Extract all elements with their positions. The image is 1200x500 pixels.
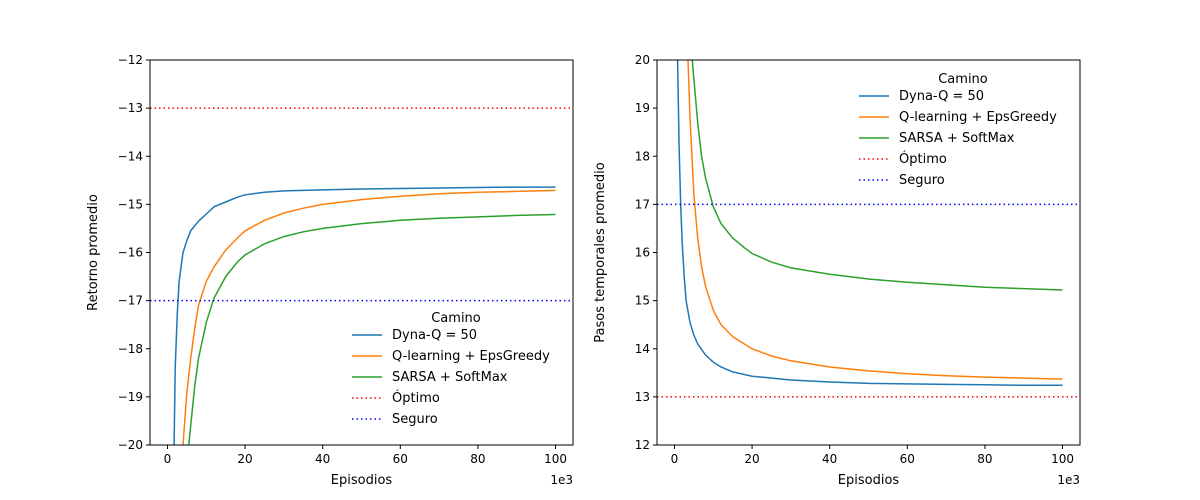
legend-label-seguro: Seguro (392, 412, 438, 427)
x-tick-label: 20 (744, 452, 759, 466)
x-tick-label: 40 (822, 452, 837, 466)
x-tick-label: 0 (164, 452, 172, 466)
y-axis-label: Retorno promedio (86, 194, 101, 311)
x-tick-label: 80 (977, 452, 992, 466)
y-axis-label: Pasos temporales promedio (593, 162, 608, 342)
chart-pasos-temporales: 0 20 40 60 80 100 12 13 14 15 16 17 18 19 20 Episodio… (593, 53, 1081, 488)
series-line-sarsa-softmax (188, 213, 556, 445)
y-tick-label: 17 (635, 197, 650, 211)
y-tick-label: −16 (118, 246, 143, 260)
x-axis-ticks: 0 20 40 60 80 100 (164, 445, 567, 466)
y-tick-label: −17 (118, 294, 143, 308)
legend-label-sarsa-softmax: SARSA + SoftMax (392, 370, 508, 385)
x-tick-label: 60 (900, 452, 915, 466)
y-tick-label: 20 (635, 53, 650, 67)
x-tick-label: 60 (393, 452, 408, 466)
y-axis-ticks: −20 −19 −18 −17 −16 −15 −14 −13 −12 (118, 53, 150, 452)
x-tick-label: 20 (237, 452, 252, 466)
y-tick-label: −14 (118, 149, 143, 163)
legend-label-sarsa-softmax: SARSA + SoftMax (899, 131, 1015, 146)
x-tick-label: 100 (1051, 452, 1074, 466)
x-tick-label: 100 (544, 452, 567, 466)
y-tick-label: 12 (635, 438, 650, 452)
x-tick-label: 80 (470, 452, 485, 466)
series-line-dyna-q-50 (173, 186, 556, 445)
x-axis-ticks: 0 20 40 60 80 100 (671, 445, 1074, 466)
legend-title: Camino (431, 311, 481, 326)
y-tick-label: −13 (118, 101, 143, 115)
legend-label-optimo: Óptimo (899, 151, 947, 167)
series-line-dyna-q-50 (676, 60, 1063, 387)
y-tick-label: −20 (118, 438, 143, 452)
legend-label-dyna-q-50: Dyna-Q = 50 (899, 89, 984, 104)
legend: Camino Dyna-Q = 50 Q-learning + EpsGreedy… (859, 72, 1057, 188)
x-axis-label: Episodios (331, 473, 393, 488)
y-tick-label: 13 (635, 390, 650, 404)
y-axis-ticks: 12 13 14 15 16 17 18 19 20 (635, 53, 657, 452)
plot-area (150, 107, 573, 445)
y-tick-label: 16 (635, 246, 650, 260)
x-tick-label: 0 (671, 452, 679, 466)
chart-retorno-promedio: 0 20 40 60 80 100 −20 −19 −18 −17 −16 −15 −14 −13 −12… (86, 53, 574, 488)
series-line-sarsa-softmax (691, 60, 1063, 291)
y-tick-label: 15 (635, 294, 650, 308)
y-tick-label: −18 (118, 342, 143, 356)
legend-label-q-learning-epsgreedy: Q-learning + EpsGreedy (392, 349, 550, 364)
legend-label-q-learning-epsgreedy: Q-learning + EpsGreedy (899, 110, 1057, 125)
x-axis-offset-label: 1e3 (550, 473, 573, 487)
legend-title: Camino (938, 72, 988, 87)
series-line-q-learning-epsgreedy (687, 60, 1063, 380)
x-tick-label: 40 (315, 452, 330, 466)
legend-label-optimo: Óptimo (392, 390, 440, 406)
y-tick-label: −19 (118, 390, 143, 404)
axes-frame (149, 59, 574, 446)
plot-area (657, 60, 1080, 398)
series-line-q-learning-epsgreedy (182, 189, 556, 445)
legend: Camino Dyna-Q = 50 Q-learning + EpsGreedy… (352, 311, 550, 427)
y-tick-label: −15 (118, 197, 143, 211)
x-axis-offset-label: 1e3 (1057, 473, 1080, 487)
y-tick-label: −12 (118, 53, 143, 67)
x-axis-label: Episodios (838, 473, 900, 488)
legend-label-dyna-q-50: Dyna-Q = 50 (392, 328, 477, 343)
y-tick-label: 19 (635, 101, 650, 115)
y-tick-label: 18 (635, 149, 650, 163)
legend-label-seguro: Seguro (899, 173, 945, 188)
y-tick-label: 14 (635, 342, 650, 356)
